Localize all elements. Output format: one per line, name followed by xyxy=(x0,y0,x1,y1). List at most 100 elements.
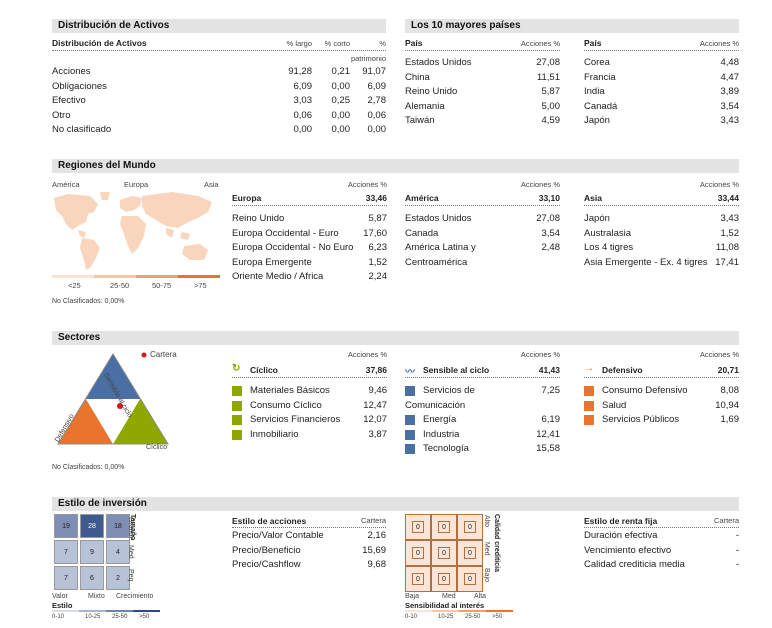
region-item-name: Los 4 tigres xyxy=(584,242,634,254)
col-country-left: País xyxy=(405,38,423,48)
sector-item-name: Energía xyxy=(423,414,457,426)
scale-label: 25-50 xyxy=(465,614,481,620)
sector-group-total: 37,86 xyxy=(365,365,387,375)
legend-swatch xyxy=(136,275,178,278)
fi-table-col: Cartera xyxy=(713,516,739,525)
fi-metric-value: - xyxy=(735,559,739,571)
style-x-title: Estilo xyxy=(52,601,73,610)
scale-swatch xyxy=(432,610,459,612)
region-item-name: Asia Emergente - Ex. 4 tigres xyxy=(584,256,708,268)
fi-cell-border xyxy=(431,514,457,540)
sector-item-icon xyxy=(232,386,242,396)
fi-cell: 0 xyxy=(464,547,476,559)
equity-metric-value: 9,68 xyxy=(367,559,387,571)
equity-cell: 6 xyxy=(80,566,104,590)
sector-divider xyxy=(584,377,739,378)
asset-row-net: 91,07 xyxy=(362,66,386,77)
sector-item-name: Materiales Básicos xyxy=(250,385,330,396)
region-item-value: 3,43 xyxy=(720,213,740,224)
region-item-name: Europa Occidental - No Euro xyxy=(232,242,354,254)
sector-item-value: 12,41 xyxy=(536,428,560,440)
asset-row-short: 0,00 xyxy=(331,124,351,136)
country-value: 5,00 xyxy=(541,100,561,112)
region-item-value: 2,48 xyxy=(541,242,561,254)
country-name: Reino Unido xyxy=(405,86,458,98)
legend-swatch xyxy=(52,275,94,278)
sector-item-name: Comunicación xyxy=(405,399,466,411)
asset-row-long: 0,00 xyxy=(293,124,313,136)
asset-row-label: Obligaciones xyxy=(52,80,107,92)
region-item-name: Europa Emergente xyxy=(232,256,312,268)
country-name: Corea xyxy=(584,57,610,68)
equity-metric-name: Precio/Valor Contable xyxy=(232,530,324,541)
sector-group-icon: → xyxy=(584,363,594,374)
region-col-pct: Acciones % xyxy=(520,180,560,189)
fi-cell: 0 xyxy=(412,573,424,585)
col-short: % corto xyxy=(324,39,350,48)
region-item-value: 17,60 xyxy=(363,227,387,239)
sector-item-icon xyxy=(584,400,594,411)
region-item-value: 2,24 xyxy=(368,271,388,283)
sector-col-pct: Acciones % xyxy=(699,350,739,359)
country-value: 27,08 xyxy=(536,57,560,68)
region-item-name: Japón xyxy=(584,213,610,224)
country-name: Francia xyxy=(584,71,616,83)
region-item-value: 17,41 xyxy=(715,256,739,268)
equity-metric-value: 2,16 xyxy=(367,530,387,541)
sector-item-icon xyxy=(405,386,415,396)
sector-item-name: Consumo Defensivo xyxy=(602,385,688,396)
scale-label: 10-25 xyxy=(438,614,454,620)
fi-cell: 0 xyxy=(464,573,476,585)
fi-cell: 0 xyxy=(438,573,450,585)
region-item-value: 1,52 xyxy=(368,256,388,268)
equity-cell: 18 xyxy=(106,514,130,538)
region-divider xyxy=(584,205,739,206)
asset-row-label: Efectivo xyxy=(52,95,86,107)
region-group-total: 33,44 xyxy=(717,193,739,203)
region-item-name: Reino Unido xyxy=(232,213,285,224)
asset-row-net: 6,09 xyxy=(367,80,387,92)
style-growth: Crecimiento xyxy=(116,593,154,600)
fi-cell: 0 xyxy=(438,521,450,533)
region-item-value: 3,54 xyxy=(541,227,561,239)
sector-item-name: Industria xyxy=(423,428,460,440)
asset-row-label: Acciones xyxy=(52,66,91,77)
asset-row-short: 0,21 xyxy=(331,66,351,77)
scale-label: >50 xyxy=(492,614,503,620)
fi-metric-value: - xyxy=(735,544,739,556)
sectors-unclassified: No Clasificados: 0,00% xyxy=(52,464,125,471)
triangle-label-cyclical: Cíclico xyxy=(146,444,168,451)
region-item-value: 6,23 xyxy=(368,242,388,254)
country-value: 5,87 xyxy=(541,86,561,98)
sector-item-icon xyxy=(405,444,415,455)
sector-triangle xyxy=(57,352,169,445)
sector-item-icon xyxy=(232,415,242,426)
region-item-name: América Latina y xyxy=(405,242,476,254)
fi-table-title: Estilo de renta fija xyxy=(584,516,658,526)
col-pct-left: Acciones % xyxy=(520,39,560,48)
region-divider xyxy=(232,205,387,206)
sector-divider xyxy=(405,377,560,378)
fi-cell-border xyxy=(405,540,431,566)
fi-x-low: Baja xyxy=(405,593,420,600)
sector-item-value: 12,07 xyxy=(363,414,387,426)
legend-label: <25 xyxy=(68,281,81,290)
fi-metric-name: Vencimiento efectivo xyxy=(584,544,672,556)
equity-table-title: Estilo de acciones xyxy=(232,516,307,526)
world-map xyxy=(54,192,212,270)
asset-row-label: No clasificado xyxy=(52,124,112,136)
equity-metric-name: Precio/Cashflow xyxy=(232,559,301,571)
country-name: Canadá xyxy=(584,100,618,112)
country-name: Taiwán xyxy=(405,115,435,127)
fi-mid: Med xyxy=(483,542,490,556)
fi-cell-border xyxy=(405,566,431,592)
equity-cell: 9 xyxy=(80,540,104,564)
region-col-pct: Acciones % xyxy=(347,180,387,189)
asset-row-long: 0,06 xyxy=(293,109,313,121)
sector-group-icon: ↻ xyxy=(232,363,241,374)
country-value: 3,89 xyxy=(720,86,740,98)
fi-cell-border xyxy=(457,566,483,592)
regions-unclassified: No Clasificados: 0,00% xyxy=(52,298,125,305)
col-long: % largo xyxy=(286,39,312,48)
scale-label: 0-10 xyxy=(405,614,418,620)
